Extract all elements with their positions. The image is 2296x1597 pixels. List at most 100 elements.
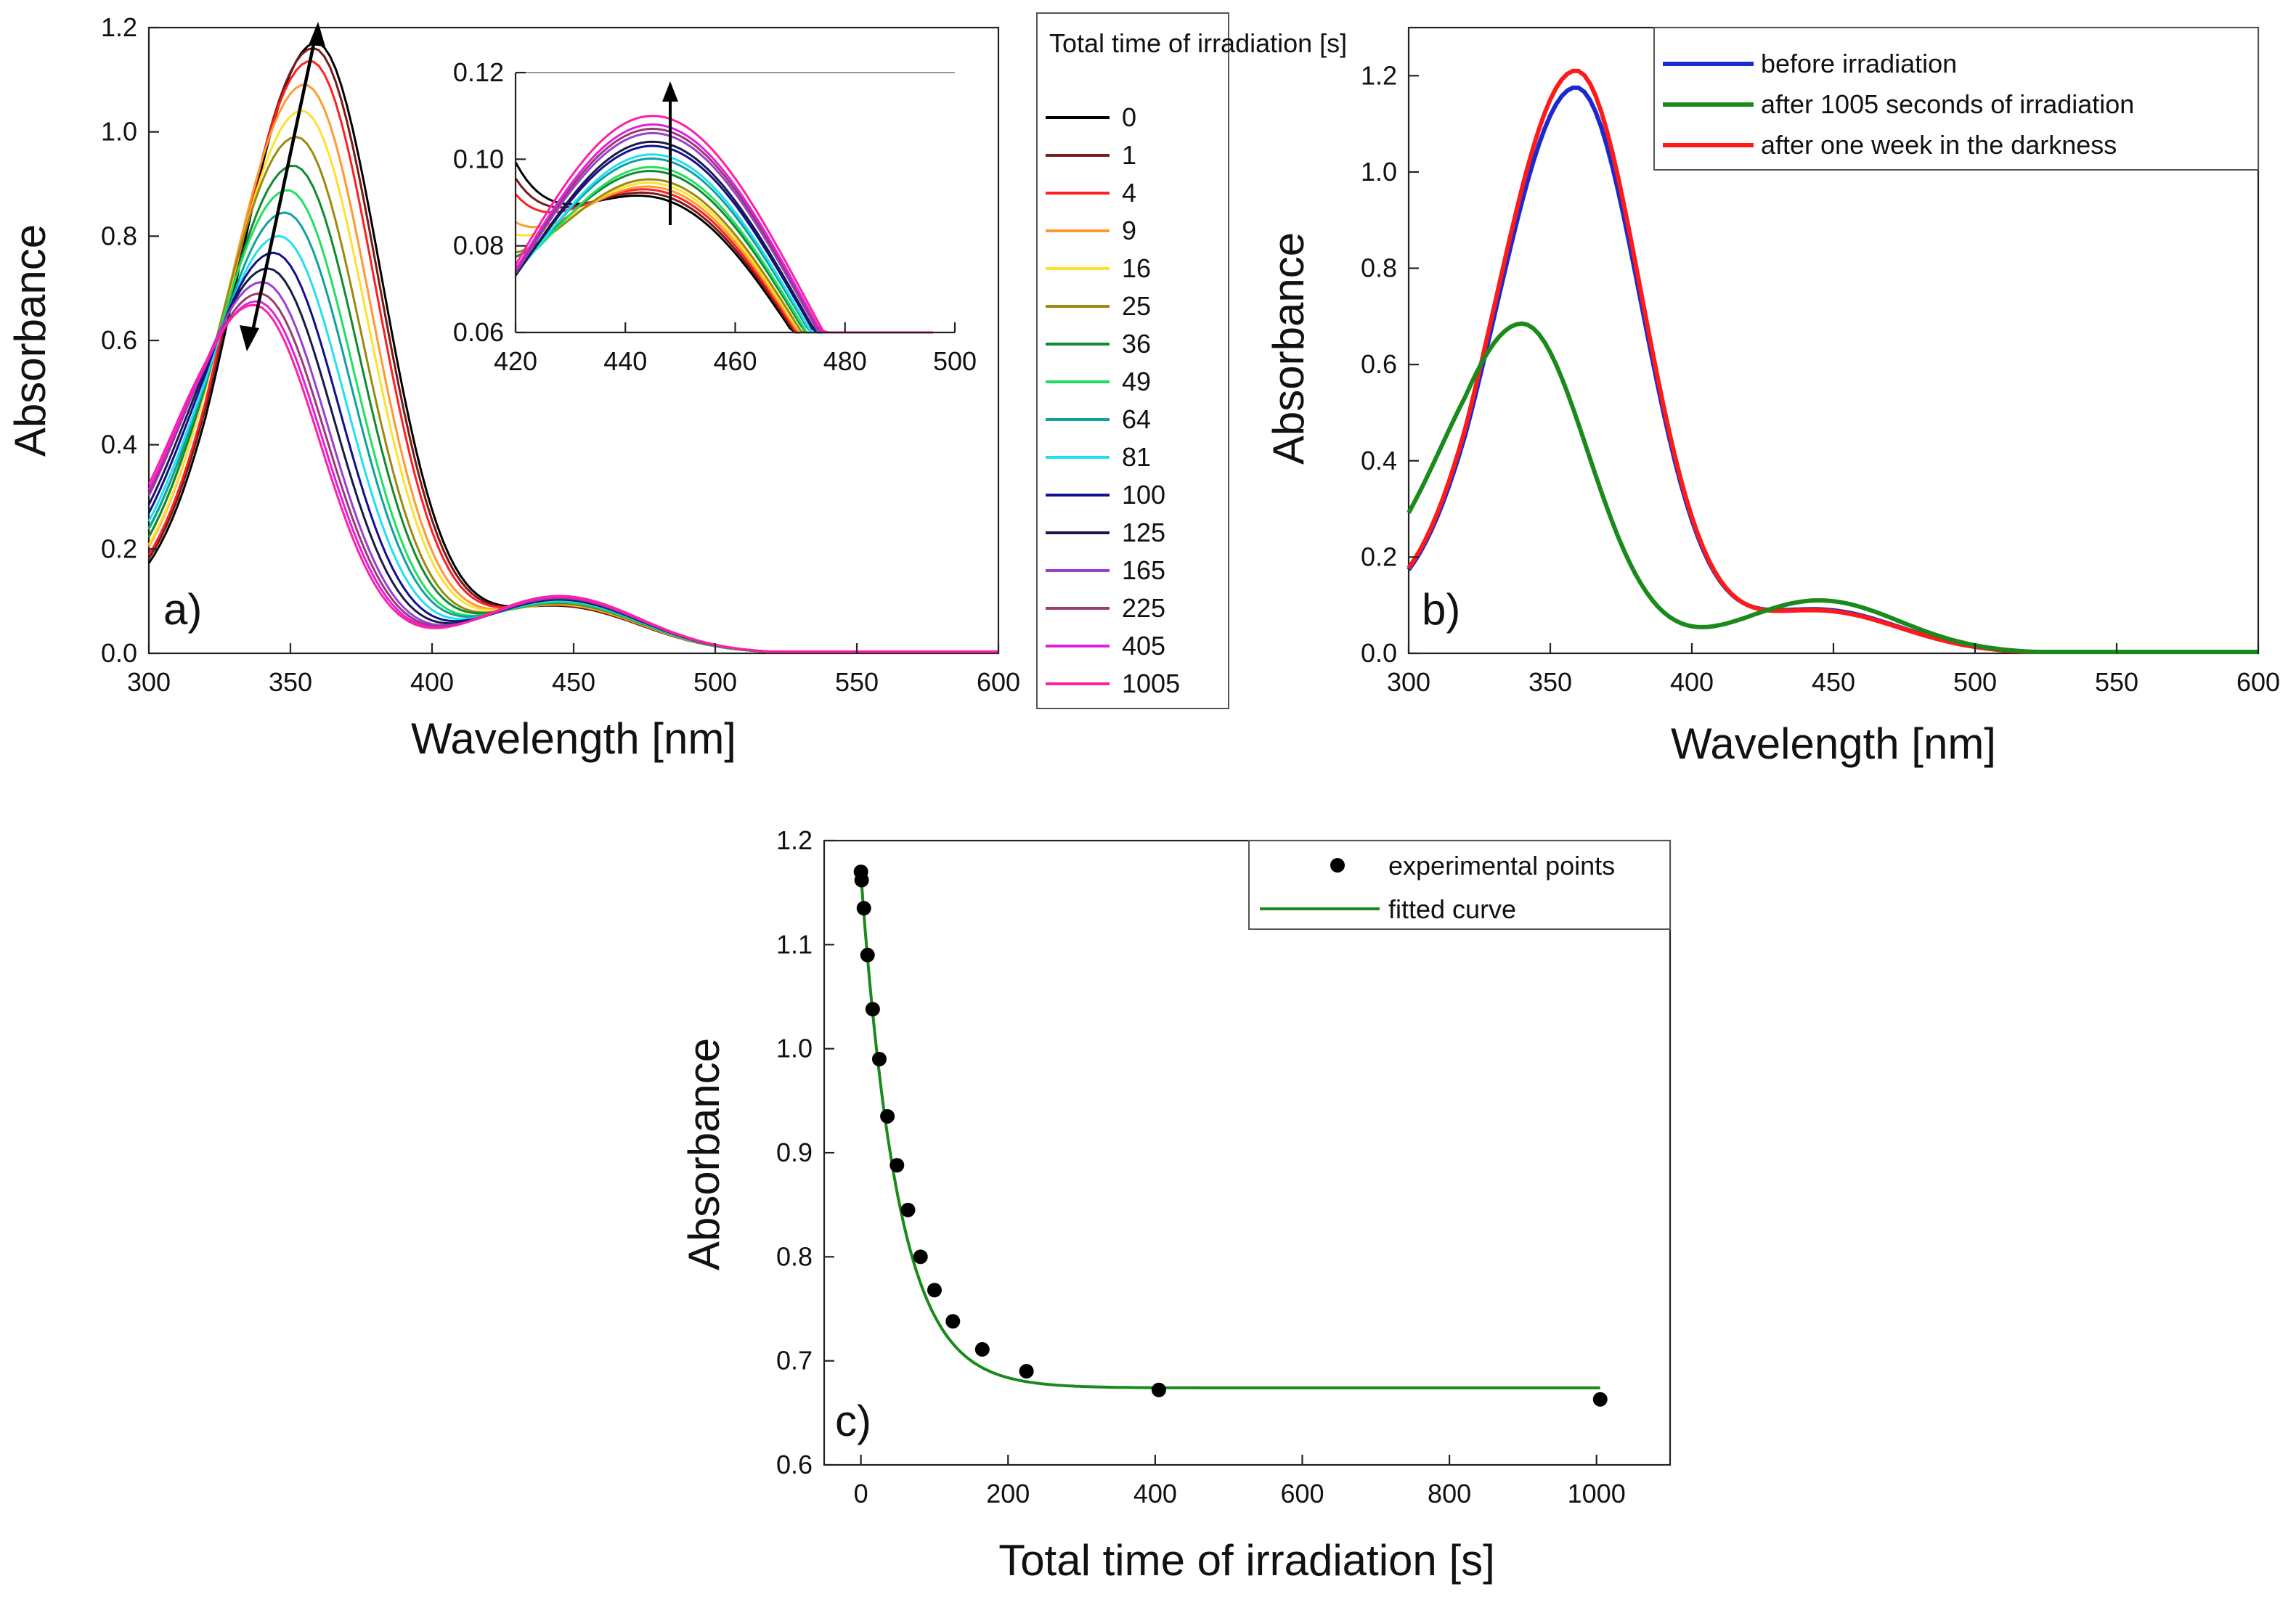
panel-b-y-tick-label: 1.2 — [1361, 60, 1397, 90]
panel-b-x-axis-title: Wavelength [nm] — [1671, 719, 1996, 768]
panel-b-series-0 — [1406, 85, 2258, 654]
panel-c-y-tick-label: 0.8 — [776, 1241, 813, 1271]
panel-a-label: a) — [163, 585, 202, 634]
inset-x-tick-label: 440 — [603, 346, 647, 376]
inset-x-tick-label: 460 — [713, 346, 757, 376]
panel-c-x-tick-label: 1000 — [1568, 1479, 1626, 1508]
panel-b-legend: before irradiation after 1005 seconds of … — [1653, 27, 2259, 171]
panel-c-x-tick-label: 800 — [1428, 1479, 1471, 1508]
panel-a-y-tick-label: 1.0 — [101, 117, 137, 147]
panel-a-legend-label: 125 — [1122, 518, 1165, 547]
panel-a-x-tick-label: 550 — [835, 667, 879, 697]
panel-b-y-ticks: 0.0 0.2 0.4 0.6 0.8 1.0 1.2 — [1361, 60, 1419, 668]
panel-a-legend-label: 9 — [1122, 216, 1136, 245]
panel-a-y-tick-label: 0.2 — [101, 534, 137, 563]
panel-b-label: b) — [1422, 585, 1460, 634]
panel-c-points — [853, 865, 1608, 1407]
panel-c-legend: experimental points fitted curve — [1248, 840, 1671, 930]
panel-b-legend-label: after 1005 seconds of irradiation — [1761, 89, 2134, 119]
panel-c-point — [865, 1002, 880, 1017]
panel-a-legend-label: 64 — [1122, 404, 1151, 434]
panel-c-fit — [859, 875, 1600, 1389]
panel-a-y-tick-label: 0.8 — [101, 221, 137, 250]
panel-a-y-tick-label: 1.2 — [101, 12, 137, 42]
panel-c-legend-point-marker — [1330, 858, 1345, 873]
panel-c-y-axis-title: Absorbance — [680, 1038, 728, 1270]
panel-b-x-tick-label: 350 — [1528, 667, 1572, 697]
panel-b-legend-label: after one week in the darkness — [1761, 130, 2117, 160]
panel-a-legend: Total time of irradiation [s] 0149162536… — [1036, 12, 1347, 709]
panel-c-x-tick-label: 600 — [1280, 1479, 1324, 1508]
panel-a-arrow-down — [248, 30, 319, 342]
panel-a-legend-label: 36 — [1122, 329, 1151, 359]
panel-b-x-tick-label: 300 — [1387, 667, 1430, 697]
panel-c-point — [860, 947, 875, 963]
panel-a-y-tick-label: 0.0 — [101, 638, 137, 668]
panel-c-y-ticks: 0.6 0.7 0.8 0.9 1.0 1.1 1.2 — [776, 825, 834, 1479]
panel-a-y-axis-title: Absorbance — [6, 224, 54, 457]
inset-y-tick-label: 0.08 — [453, 231, 504, 261]
inset-y-tick-label: 0.12 — [453, 57, 504, 87]
inset-y-ticks: 0.06 0.08 0.10 0.12 — [453, 57, 526, 347]
panel-b-legend-label: before irradiation — [1761, 49, 1957, 78]
panel-c-point — [913, 1249, 928, 1265]
panel-c-frame — [823, 839, 1672, 1466]
panel-b-y-tick-label: 1.0 — [1361, 157, 1397, 187]
panel-a-legend-title: Total time of irradiation [s] — [1049, 28, 1347, 58]
panel-b-y-tick-label: 0.6 — [1361, 349, 1397, 379]
panel-c-point — [1592, 1392, 1608, 1407]
panel-c-x-tick-label: 400 — [1133, 1479, 1177, 1508]
panel-c-point — [854, 873, 869, 888]
panel-c-y-tick-label: 0.7 — [776, 1346, 813, 1376]
panel-c-y-tick-label: 1.0 — [776, 1034, 813, 1063]
panel-a-legend-label: 165 — [1122, 555, 1165, 585]
panel-c-x-axis-title: Total time of irradiation [s] — [998, 1536, 1495, 1585]
panel-b-y-tick-label: 0.8 — [1361, 253, 1397, 283]
inset-y-tick-label: 0.06 — [453, 317, 504, 347]
panel-a-legend-frame — [1036, 12, 1229, 709]
panel-a-legend-label: 1005 — [1122, 669, 1180, 698]
panel-a-y-tick-label: 0.4 — [101, 430, 137, 460]
panel-a-y-tick-label: 0.6 — [101, 325, 137, 355]
panel-b-x-tick-label: 400 — [1670, 667, 1714, 697]
panel-a-x-tick-label: 450 — [552, 667, 595, 697]
panel-c-label: c) — [835, 1397, 871, 1445]
panel-c: 0 200 400 600 800 1000 0.60.70.80.91.01.11.2 … — [680, 825, 1672, 1585]
panel-b-y-axis-title: Absorbance — [1264, 232, 1313, 465]
panel-a-legend-label: 49 — [1122, 367, 1151, 396]
panel-a-y-ticks: 0.0 0.2 0.4 0.6 0.8 1.0 1.2 — [101, 12, 159, 668]
panel-b-x-tick-label: 550 — [2095, 667, 2138, 697]
panel-c-y-tick-label: 1.1 — [776, 929, 813, 959]
panel-a-inset: 420 440 460 480 500 0.06 0.08 0.10 0.12 — [453, 57, 977, 376]
panel-a-legend-label: 25 — [1122, 291, 1151, 321]
panel-b-y-tick-label: 0.2 — [1361, 542, 1397, 571]
panel-a: 300 350 400 450 500 550 600 0.0 0.2 0.4 0.6 0.8 1.0… — [6, 12, 1347, 763]
panel-c-x-ticks: 0 200 400 600 800 1000 — [854, 1455, 1626, 1508]
panel-b-x-tick-label: 500 — [1953, 667, 1997, 697]
panel-a-x-tick-label: 500 — [693, 667, 737, 697]
panel-b-series-1 — [1406, 321, 2258, 654]
inset-x-tick-label: 420 — [494, 346, 537, 376]
panel-c-legend-fit-label: fitted curve — [1388, 894, 1516, 924]
panel-a-arrow-up-head-top — [309, 22, 325, 46]
panel-a-legend-label: 0 — [1122, 102, 1136, 132]
panel-a-legend-label: 4 — [1122, 178, 1136, 208]
panel-c-y-tick-label: 0.6 — [776, 1450, 813, 1479]
inset-x-ticks: 420 440 460 480 500 — [494, 322, 977, 376]
panel-c-point — [871, 1052, 887, 1066]
inset-y-tick-label: 0.10 — [453, 144, 504, 173]
panel-c-point — [1019, 1364, 1034, 1379]
panel-a-x-axis-title: Wavelength [nm] — [411, 714, 736, 763]
panel-b-legend-items: before irradiation after 1005 seconds of … — [1663, 49, 2134, 160]
panel-c-legend-points-label: experimental points — [1388, 851, 1615, 881]
panel-a-legend-label: 16 — [1122, 253, 1151, 283]
panel-a-arrow-down-head — [240, 325, 259, 351]
panel-a-legend-label: 100 — [1122, 480, 1165, 510]
panel-a-x-tick-label: 350 — [269, 667, 312, 697]
panel-a-legend-label: 405 — [1122, 631, 1165, 661]
panel-c-point — [974, 1341, 990, 1357]
panel-a-legend-label: 81 — [1122, 442, 1151, 472]
panel-a-x-tick-label: 400 — [410, 667, 454, 697]
panel-a-legend-label: 1 — [1122, 140, 1136, 170]
panel-a-legend-label: 225 — [1122, 593, 1165, 623]
